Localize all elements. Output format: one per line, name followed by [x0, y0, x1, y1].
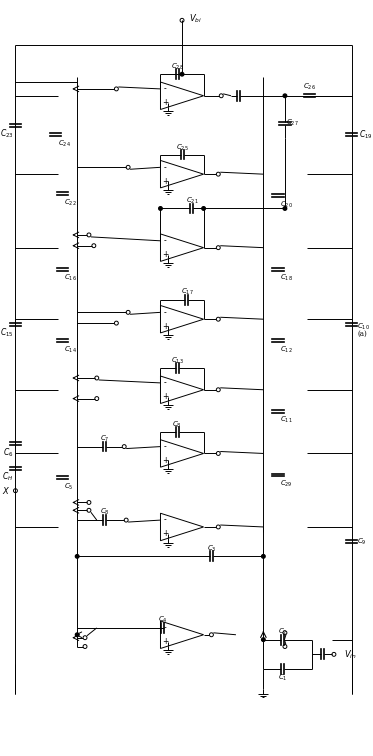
Text: -: -: [164, 442, 167, 451]
Circle shape: [216, 246, 220, 249]
Text: $C_8$: $C_8$: [100, 507, 110, 517]
Circle shape: [210, 633, 213, 637]
Text: $C_{23}$: $C_{23}$: [0, 128, 13, 140]
Text: $V_{in}$: $V_{in}$: [344, 648, 357, 661]
Text: $C_{11}$: $C_{11}$: [280, 415, 293, 425]
Text: $C_4$: $C_4$: [157, 615, 167, 625]
Circle shape: [261, 555, 265, 558]
Circle shape: [216, 388, 220, 392]
Circle shape: [202, 206, 206, 210]
Text: +: +: [162, 456, 169, 465]
Text: -: -: [164, 237, 167, 245]
Text: $C_{12}$: $C_{12}$: [280, 345, 293, 355]
Circle shape: [261, 638, 265, 641]
Text: $C_{22}$: $C_{22}$: [65, 197, 77, 208]
Circle shape: [75, 633, 79, 637]
Circle shape: [13, 488, 18, 493]
Circle shape: [216, 451, 220, 455]
Text: -: -: [164, 163, 167, 172]
Text: $C_5$: $C_5$: [65, 482, 74, 492]
Text: $C_{17}$: $C_{17}$: [181, 287, 193, 297]
Text: $X$: $X$: [2, 485, 10, 496]
Text: $C_7$: $C_7$: [100, 434, 109, 444]
Text: $C_{24}$: $C_{24}$: [57, 138, 70, 149]
Circle shape: [283, 645, 287, 649]
Circle shape: [126, 311, 130, 314]
Text: -: -: [164, 516, 167, 525]
Text: $C_6$: $C_6$: [3, 446, 13, 459]
Circle shape: [115, 321, 118, 325]
Text: $C_{21}$: $C_{21}$: [185, 196, 198, 206]
Text: $C_1$: $C_1$: [278, 673, 288, 683]
Text: +: +: [162, 98, 169, 107]
Circle shape: [332, 652, 336, 656]
Circle shape: [122, 445, 126, 448]
Text: -: -: [164, 379, 167, 387]
Circle shape: [95, 376, 99, 380]
Circle shape: [216, 172, 220, 176]
Circle shape: [283, 631, 287, 635]
Circle shape: [115, 87, 118, 91]
Text: +: +: [162, 177, 169, 185]
Text: $C_9$: $C_9$: [357, 537, 367, 547]
Text: (a): (a): [357, 330, 367, 338]
Text: $C_H$: $C_H$: [2, 471, 13, 483]
Text: $C_{19}$: $C_{19}$: [360, 129, 373, 141]
Text: $C_{28}$: $C_{28}$: [171, 62, 184, 73]
Circle shape: [216, 318, 220, 321]
Text: $C_{26}$: $C_{26}$: [303, 82, 316, 92]
Text: -: -: [164, 624, 167, 632]
Text: $C_8$: $C_8$: [172, 420, 182, 430]
Circle shape: [283, 206, 287, 210]
Text: $C_{20}$: $C_{20}$: [280, 200, 293, 209]
Circle shape: [95, 397, 99, 401]
Circle shape: [126, 166, 130, 169]
Text: -: -: [164, 308, 167, 317]
Circle shape: [92, 243, 96, 248]
Circle shape: [124, 518, 128, 522]
Text: $C_{16}$: $C_{16}$: [65, 273, 77, 284]
Text: $V_{bi}$: $V_{bi}$: [189, 12, 202, 25]
Text: +: +: [162, 250, 169, 259]
Circle shape: [180, 18, 184, 22]
Text: +: +: [162, 321, 169, 330]
Text: +: +: [162, 529, 169, 538]
Text: $C_{25}$: $C_{25}$: [176, 143, 188, 153]
Text: $C_{27}$: $C_{27}$: [286, 118, 299, 129]
Circle shape: [87, 508, 91, 513]
Text: $C_{18}$: $C_{18}$: [280, 273, 293, 284]
Text: $C_{13}$: $C_{13}$: [171, 356, 184, 367]
Text: $C_{10}$: $C_{10}$: [357, 322, 370, 332]
Circle shape: [83, 636, 87, 640]
Circle shape: [87, 500, 91, 504]
Circle shape: [219, 94, 223, 98]
Text: $C_3$: $C_3$: [207, 544, 216, 553]
Text: -: -: [164, 85, 167, 94]
Circle shape: [87, 233, 91, 237]
Text: +: +: [162, 637, 169, 646]
Text: $C_2$: $C_2$: [278, 627, 288, 637]
Text: $C_{14}$: $C_{14}$: [65, 345, 77, 355]
Text: +: +: [162, 392, 169, 401]
Circle shape: [283, 94, 287, 98]
Circle shape: [159, 206, 162, 210]
Circle shape: [75, 555, 79, 558]
Circle shape: [83, 645, 87, 649]
Text: $C_{15}$: $C_{15}$: [0, 327, 13, 339]
Circle shape: [180, 73, 184, 76]
Circle shape: [216, 525, 220, 529]
Text: $C_{29}$: $C_{29}$: [280, 479, 293, 489]
